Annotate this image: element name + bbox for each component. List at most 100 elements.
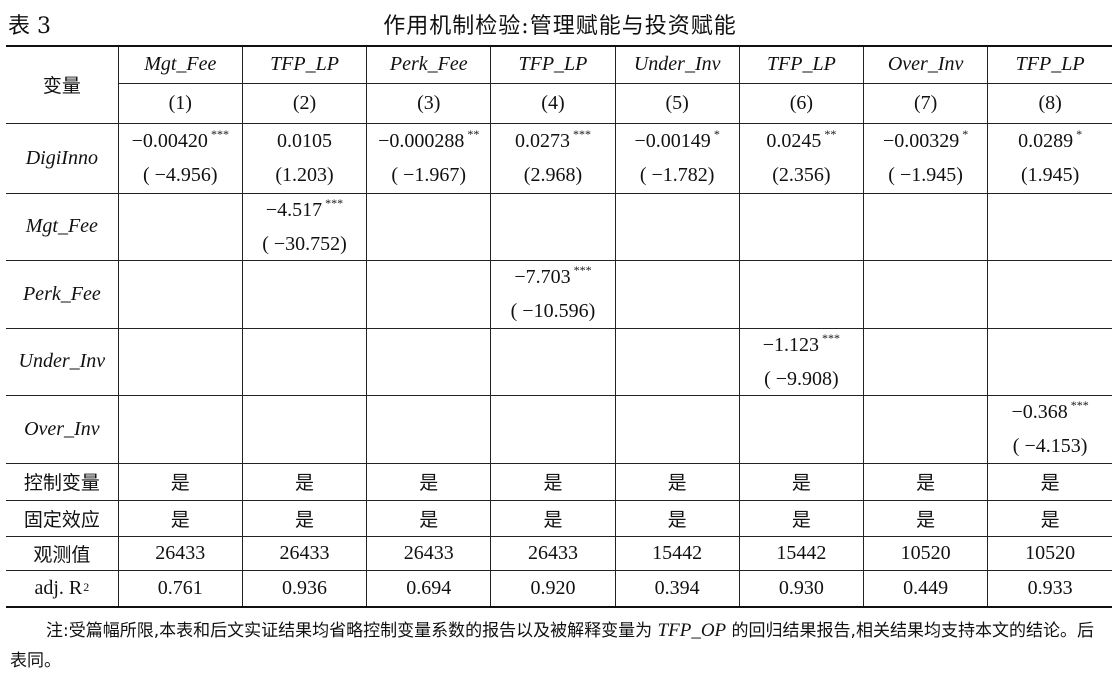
table-row: Over_Inv −0.368 *** ( −4.153) [6, 394, 1112, 464]
table-cell: 是 [987, 499, 1112, 537]
table-caption: 表 3 作用机制检验:管理赋能与投资赋能 [0, 0, 1120, 44]
table-cell [862, 259, 989, 329]
significance-stars: *** [325, 195, 344, 210]
significance-stars: *** [210, 127, 229, 141]
table-cell [987, 192, 1112, 261]
significance-stars: *** [1070, 398, 1089, 412]
coefficient-line: −1.123 *** [740, 329, 862, 361]
coefficient-line: −4.517 *** [243, 194, 365, 226]
t-statistic: ( −9.908) [764, 367, 839, 390]
coefficient: 0.0273 [514, 130, 570, 152]
coefficient-line: 0.0289 * [989, 125, 1112, 157]
table-cell [366, 259, 492, 329]
coefficient-line: 0.0245 ** [740, 125, 862, 157]
coefficient-line: −0.368 *** [989, 396, 1112, 428]
table-cell: 是 [366, 462, 492, 501]
column-number: (7) [862, 82, 989, 124]
row-label: Under_Inv [6, 327, 119, 396]
table-cell: 是 [862, 462, 989, 501]
summary-row: 固定效应是是是是是是是是 [6, 499, 1112, 537]
table-row: DigiInno −0.00420 ***( −4.956) 0.0105 (1.203… [6, 122, 1112, 194]
t-statistic: ( −1.967) [391, 164, 467, 186]
coefficient-line: −0.00420 *** [119, 125, 241, 157]
table-cell [614, 327, 740, 396]
table-cell [614, 259, 740, 329]
column-header: TFP_LP [241, 45, 368, 84]
coefficient: 0.0105 [277, 130, 333, 152]
table-cell: −0.000288 ** ( −1.967) [366, 122, 492, 194]
column-number: (1) [118, 82, 243, 124]
column-header: Over_Inv [862, 45, 989, 84]
table-cell [117, 192, 243, 261]
table-cell: −7.703 *** ( −10.596) [490, 259, 616, 329]
note-text-before: 注:受篇幅所限,本表和后文实证结果均省略控制变量系数的报告以及被解释变量为 [46, 621, 658, 641]
row-label: Mgt_Fee [6, 192, 119, 261]
superscript: 2 [83, 579, 90, 594]
t-statistic: (1.203) [275, 164, 334, 186]
coefficient-line: −0.000288 ** [368, 125, 490, 157]
table-cell: 是 [738, 462, 865, 501]
column-header: Under_Inv [614, 45, 740, 84]
table-cell: 0.449 [862, 569, 989, 608]
table-cell: 是 [366, 499, 492, 537]
table-cell: 26433 [117, 535, 243, 571]
t-statistic: (2.356) [772, 164, 831, 186]
t-statistic: (1.945) [1020, 164, 1080, 186]
note-text-after: 的回归结果报告,相关结果均支持本文的结论。后表同。 [10, 621, 1094, 671]
column-header: TFP_LP [987, 45, 1112, 84]
table-cell [490, 394, 616, 464]
regression-table: 变量 Mgt_Fee TFP_LP Perk_Fee TFP_LP Under_Inv TF… [6, 45, 1112, 608]
column-number: (6) [738, 82, 865, 124]
variable-header: 变量 [6, 45, 119, 124]
coefficient-line: −0.00329 * [865, 125, 987, 157]
table-cell [490, 327, 616, 396]
significance-stars: *** [573, 263, 592, 277]
coefficient: −7.703 [514, 266, 571, 288]
header-row-names: 变量 Mgt_Fee TFP_LP Perk_Fee TFP_LP Under_Inv TF… [6, 45, 1112, 124]
column-header: Perk_Fee [366, 45, 492, 84]
table-cell: 是 [117, 499, 243, 537]
coefficient: 0.0245 [766, 130, 822, 152]
table-cell [738, 259, 865, 329]
column-number: (3) [366, 82, 492, 124]
table-cell: 10520 [987, 535, 1112, 571]
coefficient: −0.000288 [378, 130, 465, 152]
table-cell: 是 [241, 499, 368, 537]
table-cell: 是 [241, 462, 368, 501]
table-cell: 0.936 [241, 569, 368, 608]
table-cell [738, 394, 865, 464]
t-statistic: ( −1.782) [639, 164, 715, 186]
table-cell [987, 259, 1112, 329]
table-cell [614, 192, 740, 261]
table-note: 注:受篇幅所限,本表和后文实证结果均省略控制变量系数的报告以及被解释变量为 TF… [10, 616, 1110, 676]
table-cell: −4.517 *** ( −30.752) [241, 192, 368, 261]
table-row: Under_Inv −1.123 *** ( −9.908) [6, 327, 1112, 396]
table-cell: 0.920 [490, 569, 616, 608]
t-statistic: (2.968) [523, 164, 583, 186]
significance-stars: ** [467, 127, 480, 141]
column-number: (4) [490, 82, 616, 124]
table-cell: 是 [490, 462, 616, 501]
coefficient: 0.0289 [1018, 130, 1074, 152]
table-cell: 是 [738, 499, 865, 537]
t-statistic: ( −30.752) [262, 232, 347, 255]
header-row-numbers: (1) (2) (3) (4) (5) (6) (7) (8) [6, 82, 1112, 124]
table-cell [366, 192, 492, 261]
row-label: 控制变量 [6, 462, 119, 501]
coefficient-line: −7.703 *** [492, 261, 614, 293]
row-label: Perk_Fee [6, 259, 119, 329]
significance-stars: *** [822, 330, 841, 345]
table-cell [862, 192, 989, 261]
table-cell [862, 394, 989, 464]
note-variable: TFP_OP [657, 620, 727, 641]
significance-stars: * [1076, 127, 1083, 141]
table-cell [490, 192, 616, 261]
table-label: 表 3 [8, 14, 51, 39]
significance-stars: ** [824, 127, 837, 141]
table-cell [366, 394, 492, 464]
table-cell: −1.123 *** ( −9.908) [738, 327, 865, 396]
table-title: 作用机制检验:管理赋能与投资赋能 [383, 14, 737, 39]
table-cell [862, 327, 989, 396]
coefficient-line: 0.0105 [243, 125, 365, 157]
table-cell: 是 [117, 462, 243, 501]
